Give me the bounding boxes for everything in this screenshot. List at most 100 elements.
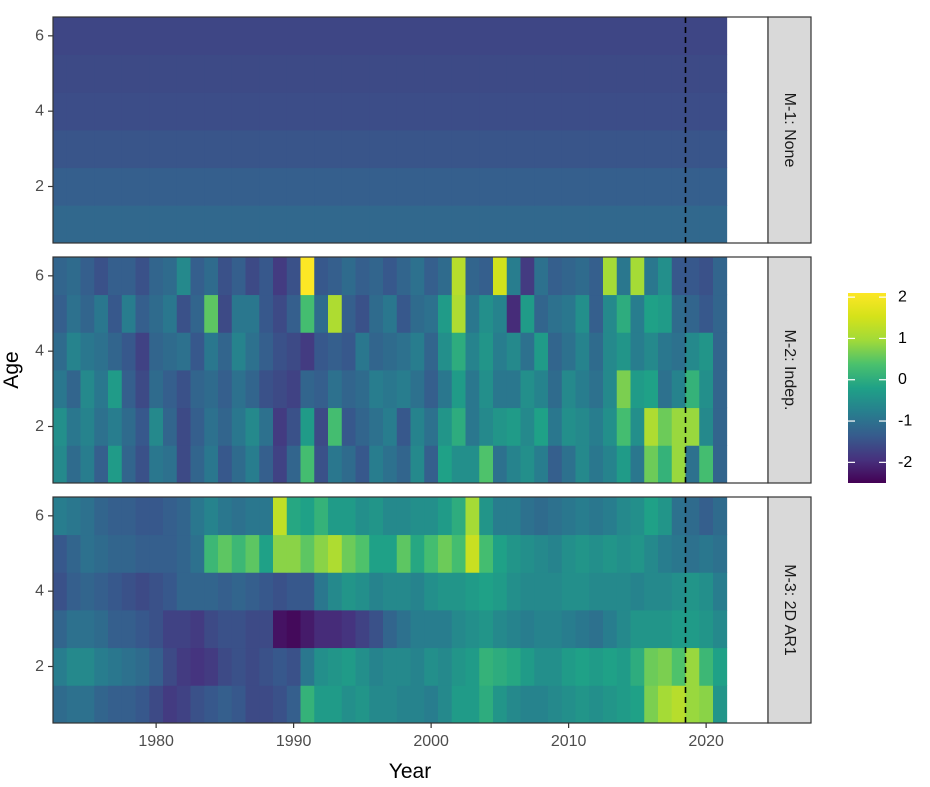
heatmap-cell bbox=[534, 54, 549, 93]
heatmap-cell bbox=[465, 534, 480, 573]
heatmap-cell bbox=[616, 205, 631, 244]
heatmap-cell bbox=[135, 54, 150, 93]
heatmap-cell bbox=[204, 572, 219, 611]
heatmap-cell bbox=[355, 370, 370, 409]
heatmap-cell bbox=[589, 407, 604, 446]
heatmap-cell bbox=[341, 54, 356, 93]
heatmap-cell bbox=[548, 370, 563, 409]
heatmap-cell bbox=[520, 572, 535, 611]
heatmap-cell bbox=[135, 92, 150, 131]
heatmap-cell bbox=[575, 257, 590, 296]
heatmap-cell bbox=[80, 294, 95, 333]
heatmap-cell bbox=[630, 205, 645, 244]
heatmap-cell bbox=[204, 497, 219, 536]
heatmap-cell bbox=[465, 407, 480, 446]
heatmap-cell bbox=[548, 332, 563, 371]
heatmap-cell bbox=[575, 294, 590, 333]
heatmap-cell bbox=[575, 130, 590, 169]
heatmap-cell bbox=[190, 370, 205, 409]
heatmap-cell bbox=[300, 610, 315, 649]
heatmap-cell bbox=[286, 647, 301, 686]
heatmap-cell bbox=[218, 534, 233, 573]
heatmap-cell bbox=[561, 92, 576, 131]
heatmap-cell bbox=[176, 497, 191, 536]
heatmap-cell bbox=[589, 610, 604, 649]
heatmap-cell bbox=[410, 54, 425, 93]
heatmap-cell bbox=[383, 54, 398, 93]
heatmap-cell bbox=[548, 445, 563, 484]
heatmap-cell bbox=[190, 445, 205, 484]
heatmap-cell bbox=[548, 17, 563, 56]
heatmap-cell bbox=[94, 294, 109, 333]
heatmap-cell bbox=[245, 534, 260, 573]
heatmap-cell bbox=[149, 54, 164, 93]
heatmap-cell bbox=[286, 332, 301, 371]
heatmap-cell bbox=[355, 257, 370, 296]
heatmap-cell bbox=[506, 407, 521, 446]
heatmap-cell bbox=[410, 257, 425, 296]
heatmap-cell bbox=[561, 294, 576, 333]
heatmap-cell bbox=[286, 167, 301, 206]
heatmap-cell bbox=[231, 17, 246, 56]
heatmap-cell bbox=[108, 445, 123, 484]
heatmap-cell bbox=[699, 445, 714, 484]
heatmap-cell bbox=[506, 534, 521, 573]
heatmap-cell bbox=[479, 54, 494, 93]
heatmap-cell bbox=[231, 130, 246, 169]
heatmap-cell bbox=[53, 370, 68, 409]
heatmap-cell bbox=[493, 647, 508, 686]
heatmap-cell bbox=[424, 167, 439, 206]
heatmap-cell bbox=[603, 647, 618, 686]
heatmap-cell bbox=[108, 332, 123, 371]
heatmap-cell bbox=[451, 610, 466, 649]
heatmap-cell bbox=[451, 685, 466, 724]
heatmap-cell bbox=[176, 54, 191, 93]
heatmap-cell bbox=[685, 92, 700, 131]
heatmap-cell bbox=[53, 685, 68, 724]
heatmap-cell bbox=[328, 17, 343, 56]
heatmap-cell bbox=[396, 572, 411, 611]
heatmap-cell bbox=[424, 17, 439, 56]
heatmap-cell bbox=[218, 572, 233, 611]
heatmap-cell bbox=[176, 647, 191, 686]
heatmap-cell bbox=[479, 685, 494, 724]
heatmap-cell bbox=[589, 54, 604, 93]
heatmap-cell bbox=[94, 205, 109, 244]
heatmap-cell bbox=[561, 17, 576, 56]
heatmap-cell bbox=[575, 534, 590, 573]
heatmap-cell bbox=[383, 445, 398, 484]
heatmap-cell bbox=[561, 497, 576, 536]
heatmap-cell bbox=[273, 332, 288, 371]
facet-strip-label: M-1: None bbox=[781, 93, 798, 168]
heatmap-cell bbox=[658, 445, 673, 484]
heatmap-cell bbox=[630, 445, 645, 484]
heatmap-cell bbox=[341, 167, 356, 206]
heatmap-cell bbox=[685, 130, 700, 169]
heatmap-cell bbox=[369, 92, 384, 131]
heatmap-cell bbox=[286, 445, 301, 484]
heatmap-cell bbox=[520, 17, 535, 56]
heatmap-cell bbox=[589, 167, 604, 206]
heatmap-cell bbox=[699, 572, 714, 611]
heatmap-cell bbox=[685, 572, 700, 611]
heatmap-cell bbox=[424, 257, 439, 296]
heatmap-cell bbox=[314, 370, 329, 409]
heatmap-cell bbox=[438, 92, 453, 131]
heatmap-cell bbox=[369, 610, 384, 649]
panel-3: M-3: 2D AR1 bbox=[52, 496, 812, 724]
heatmap-cell bbox=[616, 54, 631, 93]
heatmap-cell bbox=[465, 294, 480, 333]
heatmap-cell bbox=[534, 17, 549, 56]
heatmap-cell bbox=[589, 647, 604, 686]
heatmap-cell bbox=[520, 130, 535, 169]
heatmap-cell bbox=[671, 610, 686, 649]
heatmap-cell bbox=[603, 370, 618, 409]
heatmap-cell bbox=[314, 92, 329, 131]
heatmap-cell bbox=[671, 572, 686, 611]
heatmap-cell bbox=[300, 685, 315, 724]
heatmap-cell bbox=[575, 92, 590, 131]
heatmap-cell bbox=[713, 54, 728, 93]
heatmap-cell bbox=[245, 407, 260, 446]
heatmap-cell bbox=[341, 205, 356, 244]
heatmap-cell bbox=[149, 572, 164, 611]
